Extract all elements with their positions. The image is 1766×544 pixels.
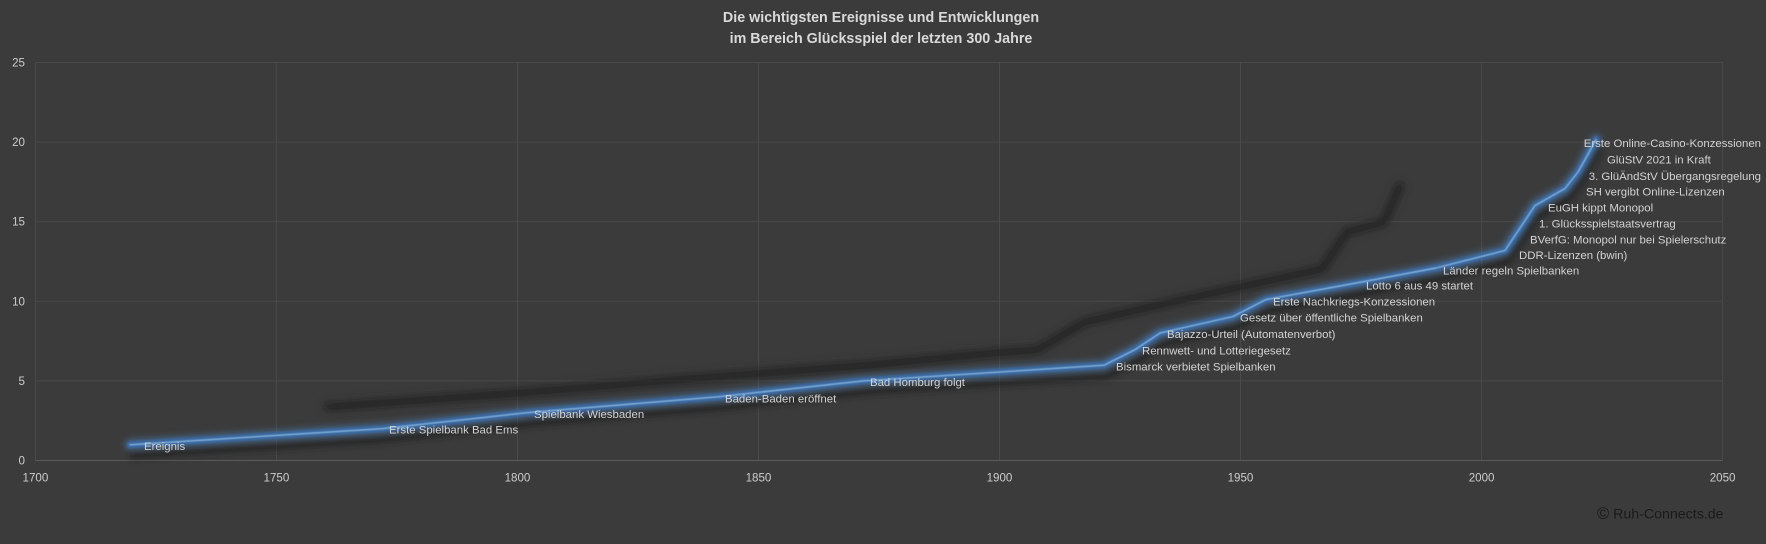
svg-text:3. GlüÄndStV Übergangsregelung: 3. GlüÄndStV Übergangsregelung [1589,171,1761,183]
svg-text:0: 0 [19,455,25,468]
svg-text:1750: 1750 [264,472,290,485]
svg-text:Gesetz über öffentliche Spielb: Gesetz über öffentliche Spielbanken [1240,313,1423,325]
svg-text:1800: 1800 [505,472,531,485]
svg-text:1850: 1850 [746,472,772,485]
svg-text:2000: 2000 [1469,472,1495,485]
svg-text:25: 25 [12,57,25,70]
svg-text:BVerfG: Monopol nur bei Spiele: BVerfG: Monopol nur bei Spielerschutz [1530,235,1727,247]
svg-text:Bad Homburg folgt: Bad Homburg folgt [870,377,966,389]
svg-text:© Ruh-Connects.de: © Ruh-Connects.de [1597,505,1724,523]
svg-text:Lotto 6 aus 49 startet: Lotto 6 aus 49 startet [1366,281,1474,293]
svg-text:5: 5 [19,375,25,388]
svg-text:Erste Online-Casino-Konzession: Erste Online-Casino-Konzessionen [1584,138,1761,150]
svg-text:1. Glücksspielstaatsvertrag: 1. Glücksspielstaatsvertrag [1539,219,1676,231]
svg-text:1700: 1700 [23,472,49,485]
svg-text:Bajazzo-Urteil (Automatenverbo: Bajazzo-Urteil (Automatenverbot) [1167,329,1336,341]
svg-text:Länder regeln Spielbanken: Länder regeln Spielbanken [1443,266,1579,278]
svg-text:20: 20 [12,136,25,149]
svg-text:1950: 1950 [1228,472,1254,485]
svg-text:Bismarck verbietet Spielbanken: Bismarck verbietet Spielbanken [1116,362,1276,374]
svg-text:Erste Spielbank Bad Ems: Erste Spielbank Bad Ems [389,425,518,437]
svg-text:10: 10 [12,295,25,308]
svg-text:DDR-Lizenzen (bwin): DDR-Lizenzen (bwin) [1519,250,1627,262]
svg-text:EuGH kippt Monopol: EuGH kippt Monopol [1548,203,1653,215]
svg-text:Erste Nachkriegs-Konzessionen: Erste Nachkriegs-Konzessionen [1273,297,1435,309]
svg-text:Die wichtigsten Ereignisse und: Die wichtigsten Ereignisse und Entwicklu… [723,10,1039,26]
svg-text:Baden-Baden eröffnet: Baden-Baden eröffnet [725,393,837,405]
svg-text:2050: 2050 [1710,472,1736,485]
svg-text:im Bereich Glücksspiel der let: im Bereich Glücksspiel der letzten 300 J… [730,31,1033,47]
svg-text:Ereignis: Ereignis [144,441,185,453]
svg-text:Rennwett- und Lotteriegesetz: Rennwett- und Lotteriegesetz [1142,346,1291,358]
svg-text:1900: 1900 [987,472,1013,485]
svg-text:SH vergibt Online-Lizenzen: SH vergibt Online-Lizenzen [1586,187,1725,199]
svg-text:15: 15 [12,216,25,229]
svg-text:GlüStV 2021 in Kraft: GlüStV 2021 in Kraft [1607,155,1712,167]
svg-text:Spielbank Wiesbaden: Spielbank Wiesbaden [534,409,644,421]
